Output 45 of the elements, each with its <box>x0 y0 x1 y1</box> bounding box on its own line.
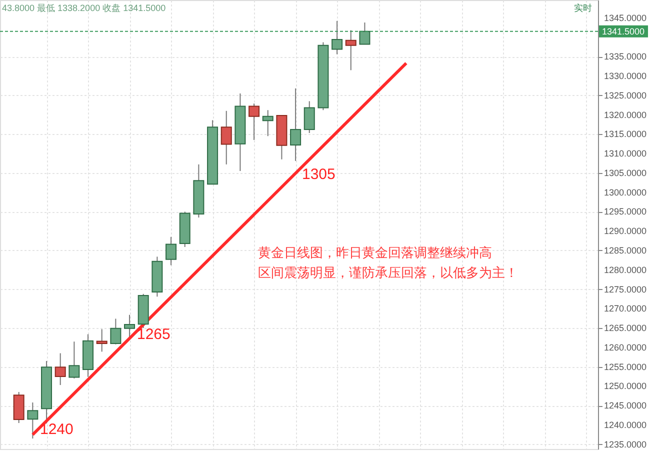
y-tick-label: 1325.0000 <box>604 90 647 100</box>
candlestick <box>166 236 177 266</box>
y-tick-label: 1345.0000 <box>604 12 647 23</box>
y-tick-label: 1250.0000 <box>604 381 647 392</box>
candlestick <box>68 341 80 379</box>
candlestick <box>220 110 232 165</box>
y-tick-label: 1320.0000 <box>604 110 647 120</box>
y-tick-label: 1285.0000 <box>604 245 647 256</box>
annotation: 黄金日线图，昨日黄金回落调整继续冲高 <box>258 245 492 260</box>
y-tick-label: 1235.0000 <box>604 439 647 450</box>
y-tick-label: 1270.0000 <box>604 304 647 314</box>
annotation: 43.8000 最低 1338.2000 收盘 1341.5000 <box>2 3 166 13</box>
annotation: 实时 <box>574 3 592 13</box>
y-tick-label: 1255.0000 <box>604 362 647 372</box>
candlestick <box>332 20 343 55</box>
annotation: 1305 <box>302 166 336 183</box>
y-tick-label: 1330.0000 <box>604 70 647 81</box>
candlestick <box>345 30 356 71</box>
candlestick <box>110 318 122 345</box>
annotation: 1265 <box>137 326 170 343</box>
candlestick <box>304 100 315 134</box>
ref-line-label: 1341.5000 <box>602 26 645 36</box>
candlestick <box>54 352 66 386</box>
y-tick-label: 1275.0000 <box>604 284 647 294</box>
annotation: 1240 <box>40 421 74 438</box>
annotation: 区间震荡明显，谨防承压回落，以低多为主！ <box>258 265 518 280</box>
y-tick-label: 1315.0000 <box>604 129 647 140</box>
y-tick-label: 1335.0000 <box>604 52 647 62</box>
y-tick-label: 1260.0000 <box>604 342 647 352</box>
candlestick <box>262 110 274 137</box>
y-tick-label: 1265.0000 <box>604 323 647 334</box>
y-tick-label: 1290.0000 <box>604 226 647 236</box>
y-tick-label: 1305.0000 <box>604 168 647 178</box>
y-tick-label: 1300.0000 <box>604 187 647 198</box>
y-tick-label: 1240.0000 <box>604 420 647 430</box>
y-tick-label: 1295.0000 <box>604 206 647 217</box>
y-tick-label: 1280.0000 <box>604 264 647 275</box>
candlestick <box>124 314 136 338</box>
y-tick-label: 1245.0000 <box>604 400 647 411</box>
candlestick <box>27 402 38 440</box>
candlestick <box>248 103 260 140</box>
candlestick <box>359 22 370 45</box>
candlestick <box>290 88 302 162</box>
candlestick <box>96 328 108 352</box>
y-tick-label: 1310.0000 <box>604 148 647 159</box>
